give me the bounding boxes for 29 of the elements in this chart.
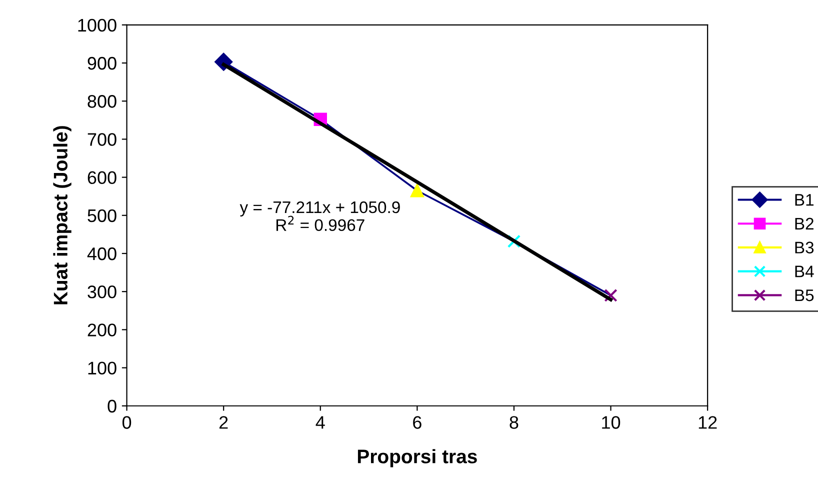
x-tick-label: 6 [413,416,422,429]
annotation: y = -77.211x + 1050.9 R$^{2}$ = 0.9967 [240,201,400,232]
legend-label: B5 [795,290,814,302]
legend-label: B1 [795,194,814,206]
y-axis-title: Kuat impact (Joule) [53,126,72,304]
x-tick-label: 4 [316,416,325,429]
x-tick-label: 2 [219,416,228,429]
x-tick-label: 0 [122,416,132,429]
legend-label: B4 [795,266,814,278]
y-tick-label: 400 [87,247,116,260]
x-axis-title: Proporsi tras [358,449,477,468]
y-tick-label: 600 [88,171,116,184]
y-tick-label: 100 [88,362,116,374]
legend-label: B2 [795,218,814,230]
point [410,184,424,198]
point [507,234,521,248]
x-tick-label: 10 [602,416,620,429]
y-tick-label: 300 [88,286,116,298]
x-tick-label: 8 [510,416,518,429]
y-tick-label: 700 [88,133,116,146]
legend-label: B3 [795,242,814,254]
y-tick-label: 200 [88,324,116,336]
y-tick-label: 1000 [78,18,116,32]
y-tick-label: 900 [88,56,116,70]
y-tick-label: 0 [108,400,116,413]
y-tick-label: 500 [88,209,116,222]
x-tick-label: 12 [698,416,717,429]
point [604,288,618,302]
y-tick-label: 800 [88,95,116,108]
